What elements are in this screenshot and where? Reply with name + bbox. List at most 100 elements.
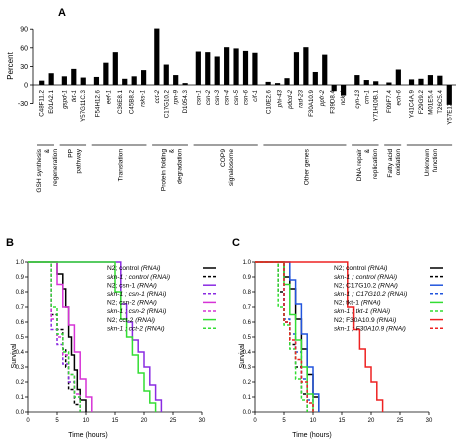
panel-b-legend-label-skn-1-control-rnai: skn-1 ; control (RNAi) bbox=[107, 274, 170, 281]
tick-label-tkt-1: tkt-1 bbox=[71, 90, 78, 102]
panel-b-ytick-label: 0.8 bbox=[16, 290, 25, 296]
tick-label-rsks-1: rsks-1 bbox=[140, 90, 147, 107]
panel-b-survival-chart: Time (hours) Survival 0.0 0.1 0.2 0.3 0.4 0.5… bbox=[11, 260, 216, 439]
panel-c-legend-label-skn-1-f30a10-9-rnai: skn-1 ; F30A10.9 (RNAi) bbox=[334, 325, 406, 332]
panel-b-ytick-label: 0.1 bbox=[16, 395, 25, 401]
bar-rsks-1 bbox=[141, 70, 147, 85]
bar-csn-5 bbox=[233, 48, 239, 85]
bar-f29g9-2 bbox=[418, 78, 424, 85]
tick-label-c36e8-1: C36E8.1 bbox=[117, 89, 124, 114]
panel-c-xtick-label: 10 bbox=[310, 418, 317, 424]
panel-b-series-n2-csn-1-rnai bbox=[28, 261, 163, 412]
bar-f09f7-4 bbox=[386, 82, 392, 85]
panel-b-ytick-label: 1.0 bbox=[16, 260, 25, 266]
panel-c-ytick-label: 1.0 bbox=[243, 260, 252, 266]
bar-f30a10-9 bbox=[312, 71, 318, 85]
panel-b-legend-label-n2-csn-1-rnai: N2; csn-1 (RNAi) bbox=[107, 282, 157, 289]
bar-phi-43 bbox=[274, 83, 281, 85]
group-label-gsh-synthesis-regeneration: & bbox=[44, 148, 51, 153]
legend-suffix: (RNAi) bbox=[137, 282, 157, 289]
tick-label-y41c4a-9: Y41C4A.9 bbox=[409, 89, 416, 118]
panel-b-series-n2-control-rnai bbox=[28, 261, 87, 412]
tick-label-csn-4: csn-4 bbox=[224, 89, 231, 105]
panel-b-legend-label-skn-1-cct-2-rnai: skn-1 ; cct-2 (RNAi) bbox=[107, 325, 165, 332]
tick-label-ech-6: ech-6 bbox=[395, 89, 402, 105]
group-label-dna-repair-replication: replication bbox=[372, 149, 379, 179]
tick-label-f30a10-9: F30A10.9 bbox=[308, 89, 315, 116]
panel-a-ytick-label: -30 bbox=[18, 101, 28, 108]
tick-label-m01e5-4: M01E5.4 bbox=[427, 89, 434, 114]
panel-c-ytick-label: 0.2 bbox=[243, 380, 252, 386]
legend-name: skn-1 bbox=[334, 291, 352, 298]
panel-c-xtick-label: 30 bbox=[426, 418, 433, 424]
group-label-fatty-acid-oxidation: oxidation bbox=[395, 149, 402, 176]
legend-name: N2; F30A10.9 bbox=[334, 317, 377, 324]
tick-label-csn-3: csn-3 bbox=[214, 89, 221, 105]
panel-b-ytick-label: 0.9 bbox=[16, 275, 25, 281]
group-label-fatty-acid-oxidation: Fatty acid bbox=[387, 149, 394, 178]
legend-suffix: (RNAi) bbox=[135, 317, 155, 324]
tick-label-f29g9-2: F29G9.2 bbox=[418, 89, 425, 114]
legend-name: skn-1 bbox=[107, 308, 125, 315]
panel-a-ylabel: Percent bbox=[6, 51, 15, 79]
legend-suffix: ; C17G10.2 (RNAi) bbox=[352, 291, 407, 298]
bar-pdcd-2 bbox=[284, 78, 290, 85]
legend-suffix: (RNAi) bbox=[141, 265, 161, 272]
panel-b-legend-label-n2-cct-2-rnai: N2; cct-2 (RNAi) bbox=[107, 317, 155, 324]
panel-c-ytick-label: 0.6 bbox=[243, 320, 252, 326]
bar-c10e2-6 bbox=[265, 81, 271, 85]
panel-b-ytick-label: 0.0 bbox=[16, 410, 25, 416]
panel-b-series-n2-csn-2-rnai bbox=[28, 261, 93, 412]
group-label-unknown-function: function bbox=[432, 149, 439, 172]
tick-label-pdcd-2: pdcd-2 bbox=[287, 89, 294, 109]
group-label-protein-folding-degradation: & bbox=[168, 148, 175, 153]
panel-c-legend-label-n2-tkt-1-rnai: N2; tkt-1 (RNAi) bbox=[334, 300, 381, 307]
panel-c-xtick-label: 20 bbox=[368, 418, 375, 424]
panel-b-ytick-label: 0.2 bbox=[16, 380, 25, 386]
bar-cif-1 bbox=[252, 52, 258, 85]
bar-csn-1 bbox=[195, 51, 201, 85]
panel-b-ytick-label: 0.6 bbox=[16, 320, 25, 326]
panel-c-xtick-label: 15 bbox=[339, 418, 346, 424]
legend-suffix: ; tkt-1 (RNAi) bbox=[352, 308, 390, 315]
group-label-gsh-synthesis-regeneration: GSH synthesis bbox=[36, 148, 43, 192]
group-label-other-genes: Other genes bbox=[303, 148, 310, 185]
bar-c45b8-2 bbox=[122, 78, 128, 85]
tick-label-f09f7-4: F09F7.4 bbox=[386, 89, 393, 113]
tick-label-gspd-1: gspd-1 bbox=[61, 90, 68, 109]
tick-label-eef-1: eef-1 bbox=[106, 90, 113, 104]
panel-a-ytick-label: 60 bbox=[20, 45, 28, 52]
legend-suffix: ; control (RNAi) bbox=[352, 274, 397, 281]
tick-label-rad-23: rad-23 bbox=[298, 89, 305, 107]
bar-eef-1 bbox=[103, 62, 109, 85]
legend-suffix: (RNAi) bbox=[378, 282, 398, 289]
panel-c-series-skn-1-control-rnai bbox=[255, 261, 308, 412]
bar-csn-2 bbox=[205, 52, 211, 85]
tick-label-f54h12-6: F54H12.6 bbox=[94, 89, 101, 117]
tick-label-csn-2: csn-2 bbox=[205, 89, 212, 105]
legend-name: N2; C17G10.2 bbox=[334, 282, 378, 289]
legend-suffix: (RNAi) bbox=[368, 265, 388, 272]
bar-y41c4a-9 bbox=[408, 79, 415, 85]
legend-suffix: ; csn-2 (RNAi) bbox=[125, 308, 166, 315]
tick-label-csn-5: csn-5 bbox=[233, 89, 240, 105]
panel-letter-a: A bbox=[58, 7, 66, 19]
tick-label-rpn-9: rpn-9 bbox=[173, 89, 180, 104]
group-label-unknown-function: Unknown bbox=[424, 149, 431, 177]
legend-suffix: ; csn-1 (RNAi) bbox=[125, 291, 166, 298]
tick-label-y57g11c-3: Y57G11C.3 bbox=[80, 89, 87, 121]
panel-c-legend-label-skn-1-control-rnai: skn-1 ; control (RNAi) bbox=[334, 274, 397, 281]
legend-name: skn-1 bbox=[107, 325, 125, 332]
panel-b-ytick-label: 0.7 bbox=[16, 305, 25, 311]
group-label-cop9-signalosome: COP9 bbox=[220, 149, 227, 167]
bar-d1054-3 bbox=[182, 83, 188, 85]
panel-letter-c: C bbox=[232, 237, 240, 249]
legend-name: skn-1 bbox=[334, 308, 352, 315]
bar-ppfr-2 bbox=[322, 54, 328, 85]
panel-a-ytick-label: 30 bbox=[20, 64, 28, 71]
group-label-protein-folding-degradation: degradation bbox=[176, 149, 183, 184]
legend-suffix: (RNAi) bbox=[377, 317, 397, 324]
panel-c-legend-label-n2-control-rnai: N2; control (RNAi) bbox=[334, 265, 388, 272]
panel-c-ytick-label: 0.7 bbox=[243, 305, 252, 311]
